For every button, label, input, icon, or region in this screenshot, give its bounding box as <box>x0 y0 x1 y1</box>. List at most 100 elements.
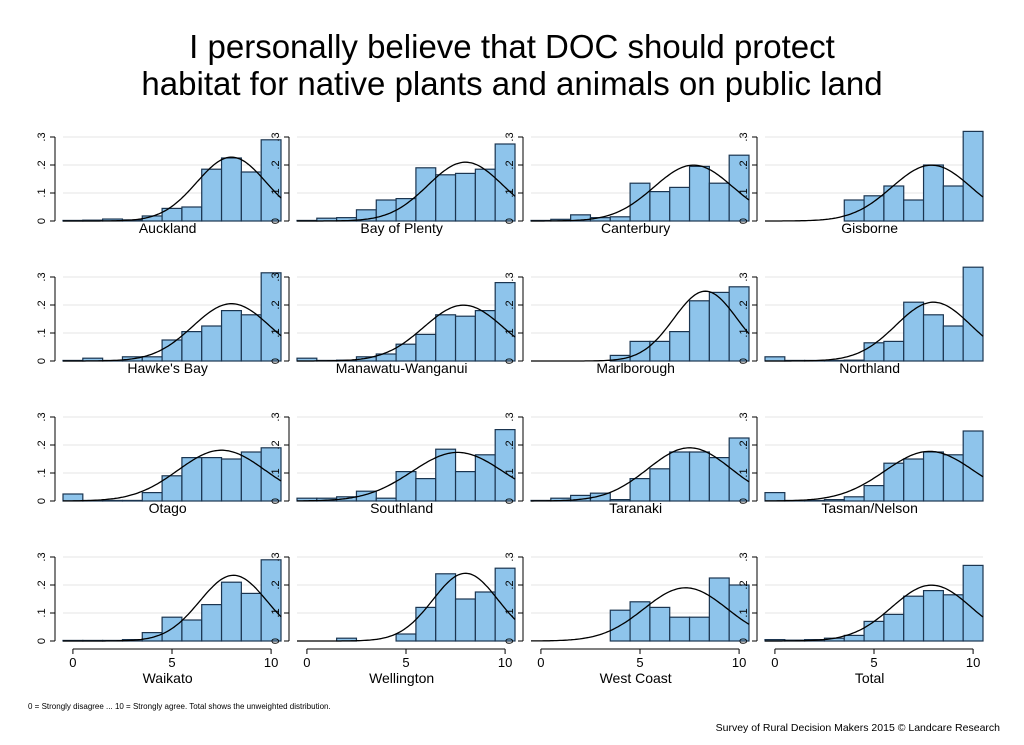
y-tick-label: .2 <box>36 440 48 449</box>
y-tick-label: .2 <box>270 300 282 309</box>
density-curve <box>297 451 516 502</box>
histogram-bar <box>863 485 885 502</box>
x-tick-label: 0 <box>537 655 544 670</box>
y-tick-label: .1 <box>270 328 282 337</box>
histogram-bar <box>903 595 925 642</box>
histogram-bar <box>260 272 282 362</box>
y-tick-label: 0 <box>504 218 516 224</box>
density-curve <box>765 164 984 222</box>
histogram-bar <box>629 340 651 362</box>
density-curve <box>531 447 750 502</box>
x-tick-label: 0 <box>771 655 778 670</box>
histogram-bar <box>395 633 417 642</box>
y-tick-label: 0 <box>270 638 282 644</box>
histogram-bar <box>240 592 262 642</box>
panel-label: Southland <box>370 500 433 516</box>
histogram-bar <box>764 492 786 502</box>
histogram-bar <box>922 451 944 502</box>
panel-manawatu-wanganui: 0 .1 .2 .3 Manawatu-Wanganui <box>270 272 516 376</box>
histogram-bar <box>181 619 203 642</box>
panel-label: Otago <box>149 500 187 516</box>
y-tick-label: 0 <box>270 358 282 364</box>
histogram-bar <box>962 430 984 502</box>
density-curve <box>63 449 282 502</box>
x-tick-label: 5 <box>402 655 409 670</box>
panel-marlborough: 0 .1 .2 .3 Marlborough <box>504 272 750 376</box>
panel-label: Taranaki <box>609 500 662 516</box>
histogram-bar <box>708 291 730 362</box>
histogram-bar <box>688 616 710 642</box>
histogram-bar <box>649 468 671 502</box>
y-tick-label: .3 <box>270 272 282 281</box>
histogram-bar <box>240 171 262 222</box>
histogram-bar <box>220 310 242 362</box>
density-curve <box>297 161 516 222</box>
y-tick-label: 0 <box>738 638 750 644</box>
panel-hawke-s-bay: 0 .1 .2 .3 Hawke's Bay <box>36 272 282 376</box>
histogram-bar <box>375 199 397 222</box>
y-tick-label: .3 <box>738 552 750 561</box>
histogram-bar <box>728 286 750 362</box>
panel-label: West Coast <box>600 670 672 686</box>
y-tick-label: 0 <box>36 638 48 644</box>
x-tick-label: 10 <box>966 655 980 670</box>
y-tick-label: .1 <box>270 188 282 197</box>
y-tick-label: .2 <box>504 440 516 449</box>
panel-northland: 0 .1 .2 .3 Northland <box>738 266 984 376</box>
y-tick-label: .2 <box>36 580 48 589</box>
histogram-bar <box>883 613 905 642</box>
y-tick-label: .1 <box>36 608 48 617</box>
y-tick-label: .2 <box>738 300 750 309</box>
x-tick-label: 0 <box>69 655 76 670</box>
histogram-bar <box>629 182 651 222</box>
y-tick-label: .3 <box>738 132 750 141</box>
histogram-bar <box>181 331 203 362</box>
y-tick-label: .3 <box>270 412 282 421</box>
density-curve <box>765 450 984 502</box>
histogram-bar <box>494 567 516 642</box>
panel-label: Waikato <box>143 670 193 686</box>
y-tick-label: .2 <box>270 580 282 589</box>
x-tick-label: 5 <box>870 655 877 670</box>
histogram-bar <box>240 314 262 362</box>
y-tick-label: .1 <box>504 468 516 477</box>
histogram-bar <box>494 143 516 222</box>
panel-taranaki: 0 .1 .2 .3 Taranaki <box>504 412 750 516</box>
y-tick-label: .1 <box>504 328 516 337</box>
y-tick-label: .1 <box>270 608 282 617</box>
x-tick-label: 5 <box>636 655 643 670</box>
panel-total: 0 .1 .2 .3 0 5 10 Total <box>738 552 984 686</box>
histogram-bar <box>181 457 203 502</box>
y-tick-label: .3 <box>504 272 516 281</box>
y-tick-label: .3 <box>738 272 750 281</box>
panel-bay-of-plenty: 0 .1 .2 .3 Bay of Plenty <box>270 132 516 236</box>
panel-label: Wellington <box>369 670 434 686</box>
histogram-bar <box>962 564 984 642</box>
histogram-bar <box>415 333 437 362</box>
histogram-bar <box>474 454 496 502</box>
histogram-bar <box>688 451 710 502</box>
y-tick-label: 0 <box>36 218 48 224</box>
y-tick-label: 0 <box>504 358 516 364</box>
histogram-bar <box>474 168 496 222</box>
density-curve <box>531 164 750 222</box>
histogram-bar <box>843 634 865 642</box>
histogram-bar <box>201 325 223 362</box>
panel-west-coast: 0 .1 .2 .3 0 5 10 West Coast <box>504 552 750 686</box>
panel-label: Northland <box>839 360 900 376</box>
panel-label: Auckland <box>139 220 197 236</box>
x-tick-label: 5 <box>168 655 175 670</box>
panel-canterbury: 0 .1 .2 .3 Canterbury <box>504 132 750 236</box>
y-tick-label: .3 <box>270 132 282 141</box>
histogram-bar <box>220 157 242 222</box>
histogram-bar <box>494 429 516 502</box>
y-tick-label: .1 <box>504 608 516 617</box>
y-tick-label: 0 <box>738 358 750 364</box>
histogram-bar <box>903 301 925 362</box>
y-tick-label: .1 <box>36 188 48 197</box>
histogram-bar <box>629 601 651 642</box>
histogram-bar <box>863 620 885 642</box>
y-tick-label: .2 <box>504 300 516 309</box>
density-curve <box>765 301 984 362</box>
